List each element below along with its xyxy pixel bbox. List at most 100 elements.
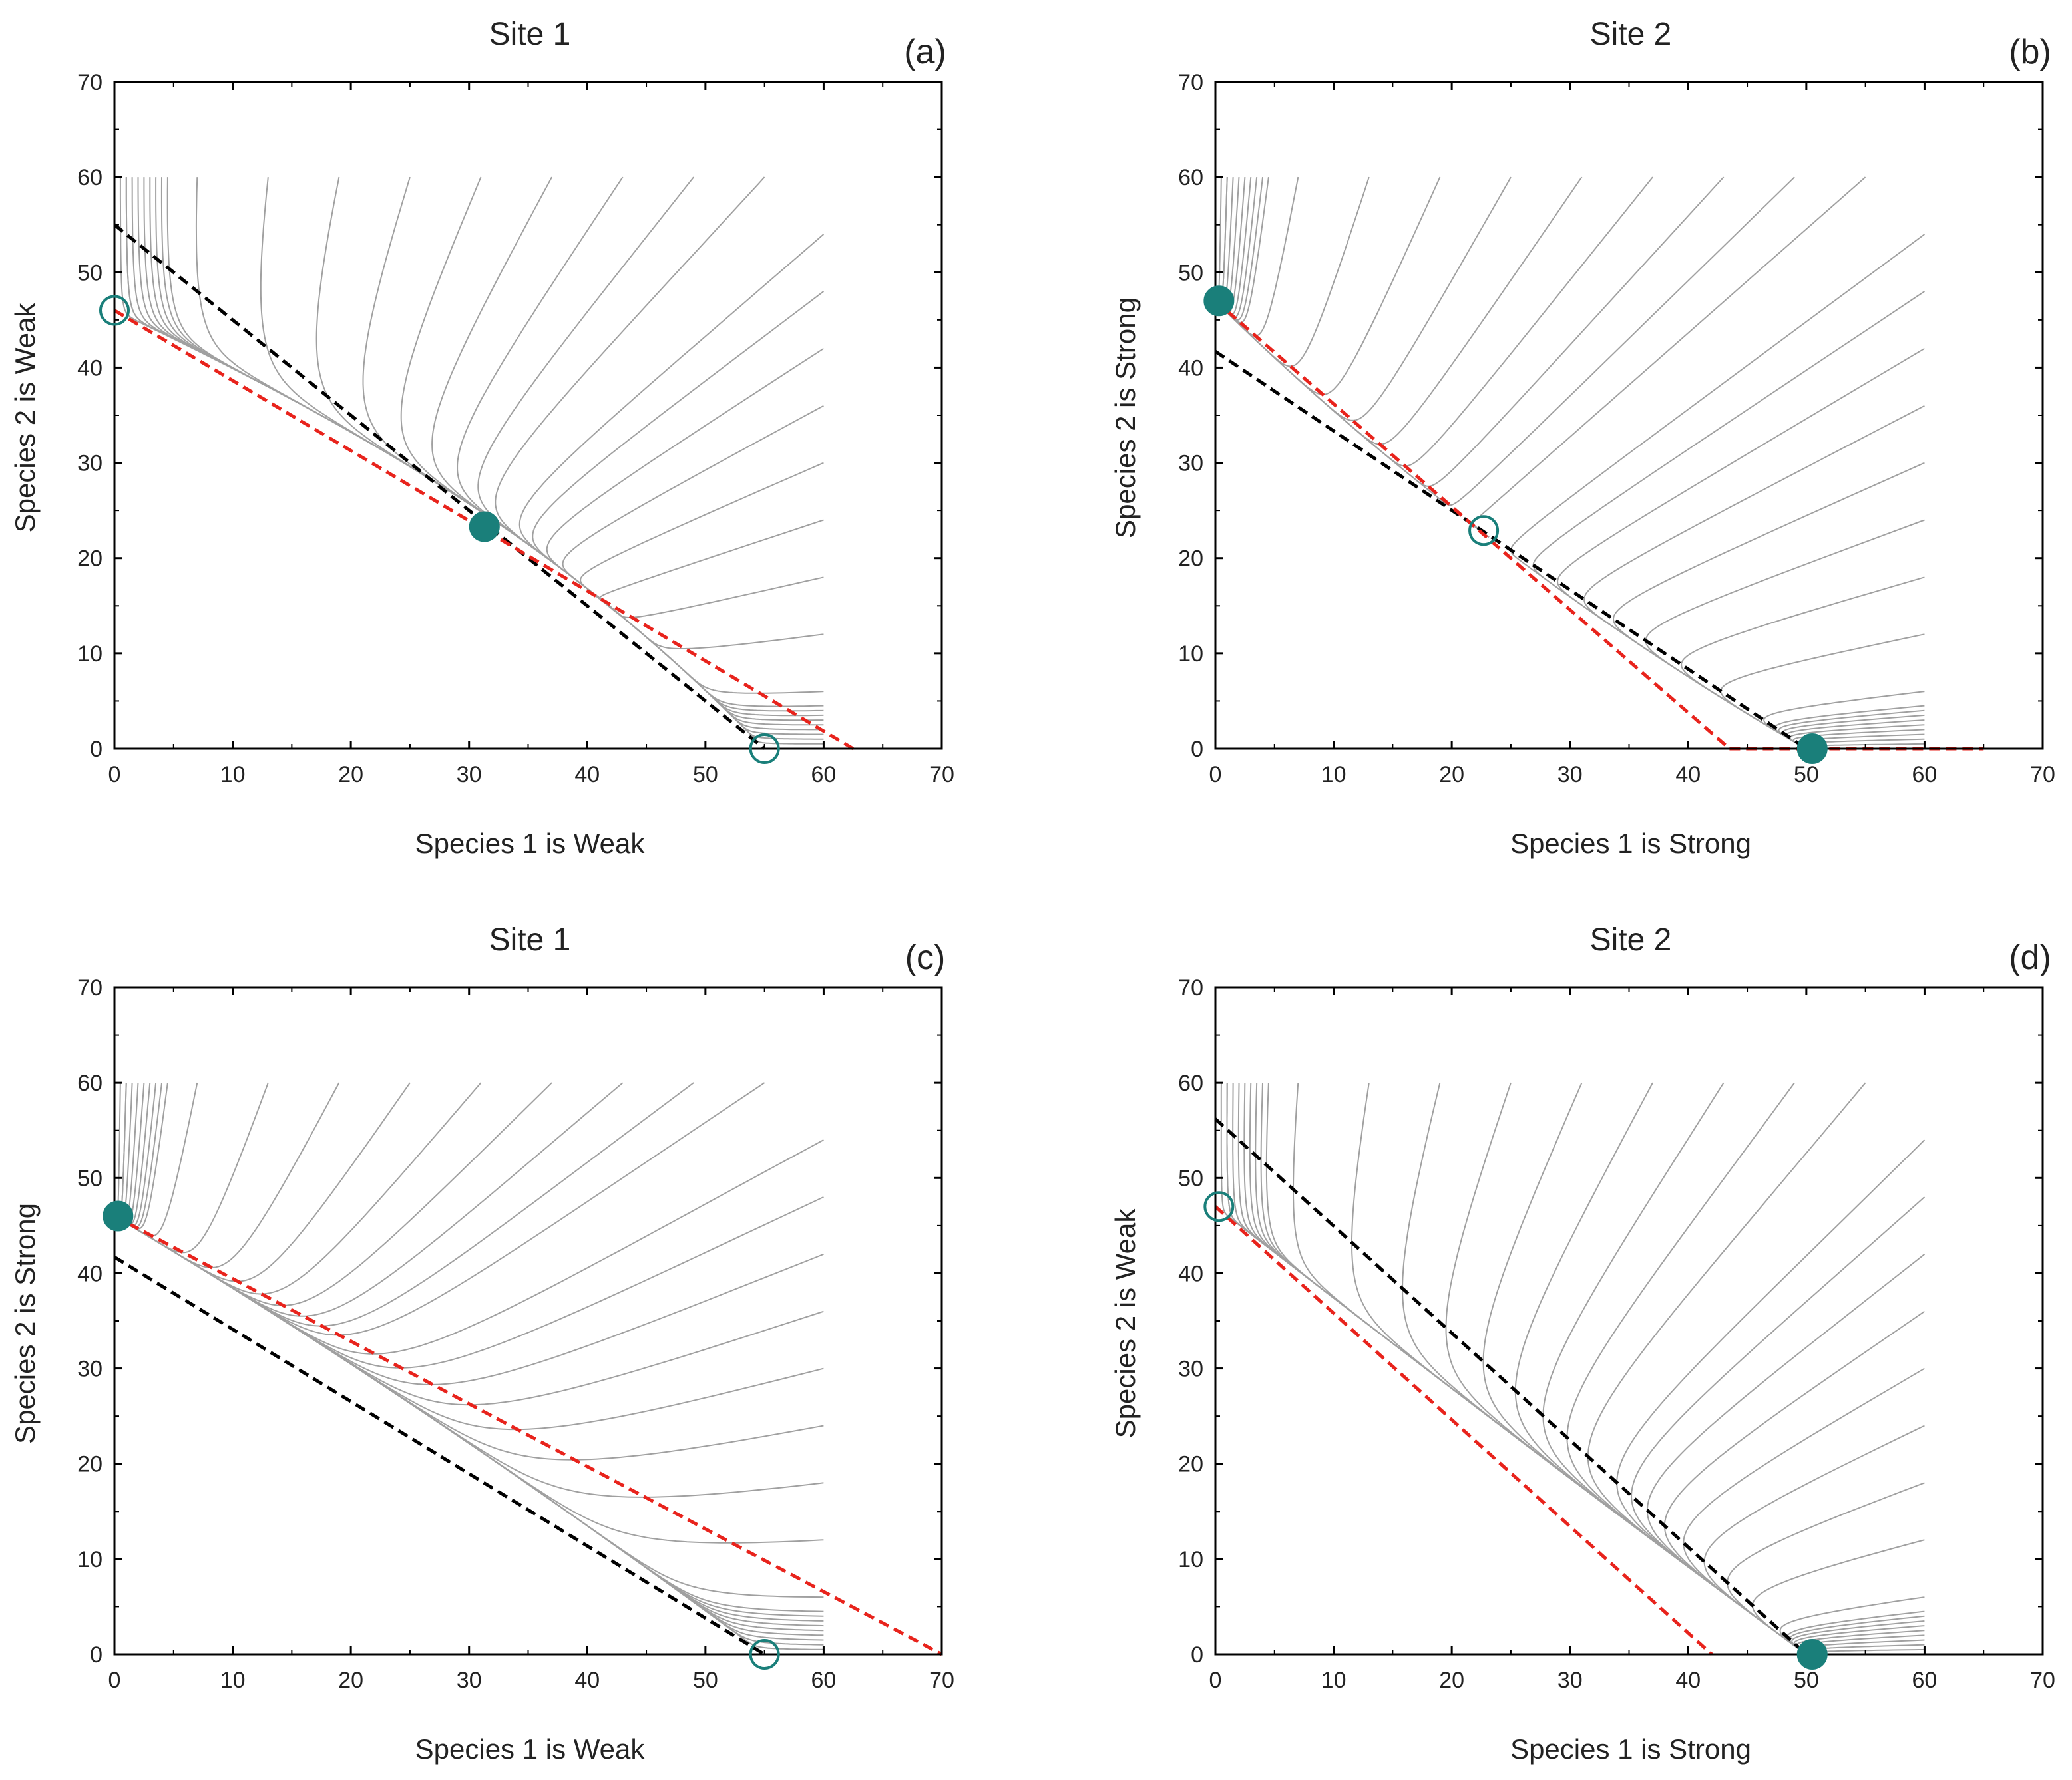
y-tick-label: 10 <box>77 1547 103 1572</box>
trajectory-line <box>114 1082 765 1336</box>
y-axis-label: Species 2 is Weak <box>9 303 41 533</box>
y-tick-label: 50 <box>1178 1166 1203 1191</box>
trajectory-line <box>155 177 605 603</box>
trajectory-line <box>114 1082 624 1317</box>
x-tick-label: 20 <box>338 762 363 787</box>
x-tick-label: 50 <box>693 762 718 787</box>
x-axis-label: Species 1 is Strong <box>1510 828 1751 859</box>
trajectory-line <box>114 1082 411 1282</box>
trajectory-line <box>606 576 824 618</box>
x-tick-label: 70 <box>2030 1668 2055 1693</box>
y-tick-label: 70 <box>1178 70 1203 95</box>
trajectory-line <box>1631 1196 1926 1654</box>
panel-a: Site 1 (a) Species 1 is Weak Species 2 i… <box>9 17 954 859</box>
trajectory-line <box>518 234 825 604</box>
x-tick-label: 70 <box>929 1668 954 1693</box>
trajectory-group <box>114 1082 824 1654</box>
trajectory-line <box>1445 1082 1807 1654</box>
trajectory-line <box>606 604 824 649</box>
trajectory-line <box>532 291 825 604</box>
trajectory-line <box>495 176 765 604</box>
trajectory-line <box>1230 176 1795 506</box>
trajectory-group <box>119 176 825 749</box>
trajectory-line <box>1514 1082 1807 1654</box>
x-tick-label: 60 <box>811 1668 837 1693</box>
x-tick-label: 60 <box>1912 1668 1938 1693</box>
trajectory-line <box>1542 1082 1807 1654</box>
y-axis-label: Species 2 is Strong <box>9 1203 41 1444</box>
panel-c: Site 1 (c) Species 1 is Weak Species 2 i… <box>9 922 954 1765</box>
trajectory-line <box>114 1082 482 1295</box>
red-isocline <box>1214 299 1731 750</box>
trajectory-line <box>166 177 606 603</box>
x-tick-label: 0 <box>1209 762 1222 787</box>
stable-equilibrium-point <box>103 1200 134 1232</box>
y-tick-label: 40 <box>1178 1261 1203 1286</box>
trajectory-line <box>1532 291 1925 749</box>
trajectory-line <box>160 177 605 603</box>
panel-title: Site 2 <box>1590 17 1672 52</box>
trajectory-line <box>114 1216 824 1461</box>
trajectory-line <box>1293 1083 1807 1654</box>
y-tick-label: 0 <box>1191 737 1203 762</box>
y-axis-label: Species 2 is Strong <box>1110 297 1141 538</box>
trajectory-line <box>119 177 603 602</box>
y-tick-label: 60 <box>1178 1071 1203 1096</box>
trajectory-line <box>1260 1083 1807 1654</box>
black-isocline <box>1214 1117 1808 1656</box>
panel-d: Site 2 (d) Species 1 is Strong Species 2… <box>1110 922 2055 1765</box>
trajectory-line <box>195 177 606 604</box>
trajectory-line <box>1215 176 1512 421</box>
y-tick-label: 40 <box>77 1261 103 1286</box>
y-tick-label: 20 <box>77 1452 103 1477</box>
red-isocline <box>113 1214 943 1656</box>
trajectory-line <box>1226 1083 1806 1654</box>
trajectory-line <box>114 1082 340 1268</box>
unstable-equilibrium-point <box>1203 1191 1235 1222</box>
y-tick-label: 20 <box>77 546 103 572</box>
y-tick-label: 20 <box>1178 546 1203 572</box>
panel-tag: (c) <box>905 938 946 977</box>
x-tick-label: 0 <box>108 1668 121 1693</box>
black-isocline <box>113 223 766 750</box>
plot-frame <box>1214 986 2044 1656</box>
y-tick-label: 50 <box>77 1166 103 1191</box>
panel-tag: (b) <box>2009 33 2051 71</box>
trajectory-line <box>125 177 604 602</box>
x-tick-label: 30 <box>1557 762 1583 787</box>
x-tick-label: 10 <box>1321 762 1347 787</box>
stable-equilibrium-point <box>1203 285 1235 317</box>
x-tick-label: 40 <box>1675 762 1701 787</box>
trajectory-line <box>1237 1083 1807 1654</box>
unstable-equilibrium-point <box>749 1639 780 1670</box>
trajectory-line <box>1215 176 1583 445</box>
trajectory-line <box>1216 176 1653 467</box>
y-tick-label: 70 <box>77 976 103 1001</box>
y-tick-label: 30 <box>77 1357 103 1382</box>
y-tick-label: 40 <box>1178 355 1203 381</box>
trajectory-line <box>1402 1082 1807 1654</box>
red-isocline <box>1214 1205 1713 1656</box>
trajectory-line <box>562 405 824 605</box>
trajectory-line <box>1265 1083 1807 1654</box>
y-tick-label: 60 <box>77 165 103 190</box>
x-axis-label: Species 1 is Weak <box>415 828 646 859</box>
x-tick-label: 40 <box>574 1668 600 1693</box>
trajectory-line <box>114 1216 824 1498</box>
trajectory-line <box>114 1216 824 1385</box>
plot-frame <box>113 81 943 750</box>
trajectory-line <box>1226 1083 1806 1654</box>
x-tick-label: 30 <box>457 1668 482 1693</box>
stable-equilibrium-point <box>1796 733 1828 764</box>
trajectory-group <box>1220 1082 1926 1654</box>
x-tick-label: 20 <box>1439 1668 1464 1693</box>
y-tick-label: 60 <box>1178 165 1203 190</box>
x-tick-label: 20 <box>1439 762 1464 787</box>
unstable-equilibrium-point <box>1468 515 1500 546</box>
x-tick-label: 0 <box>1209 1668 1222 1693</box>
y-tick-label: 10 <box>1178 641 1203 667</box>
trajectory-line <box>1616 1139 1926 1654</box>
x-tick-label: 70 <box>929 762 954 787</box>
x-tick-label: 40 <box>1675 1668 1701 1693</box>
